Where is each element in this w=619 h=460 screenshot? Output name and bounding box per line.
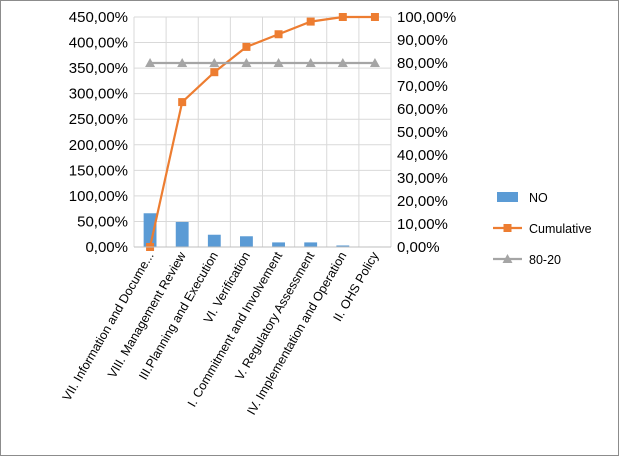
y-right-tick-label: 60,00% [397, 101, 448, 118]
point-80-20 [209, 58, 220, 67]
point-80-20 [145, 58, 156, 67]
point-80-20 [305, 58, 316, 67]
grid-lines [133, 16, 392, 248]
legend-swatch-no [497, 192, 518, 202]
y-left-tick-label: 250,00% [69, 111, 128, 128]
point-cumulative [274, 30, 283, 39]
y-right-tick-label: 0,00% [397, 239, 440, 256]
y-left-tick-label: 200,00% [69, 137, 128, 154]
bar-no [272, 242, 285, 247]
legend-label-no: NO [529, 191, 548, 205]
legend: NO Cumulative 80-20 [493, 191, 592, 267]
y-right-tick-label: 10,00% [397, 216, 448, 233]
point-80-20 [369, 58, 380, 67]
bar-no [207, 234, 221, 247]
y-right-tick-label: 50,00% [397, 124, 448, 141]
legend-label-cumulative: Cumulative [529, 222, 592, 236]
point-cumulative [210, 68, 219, 77]
legend-marker-80-20 [502, 254, 513, 263]
point-cumulative [242, 42, 251, 51]
point-cumulative [306, 17, 315, 26]
y-right-tick-label: 80,00% [397, 55, 448, 72]
axes: 0,00% 50,00% 100,00% 150,00% 200,00% 250,00% 3… [60, 9, 456, 417]
bar-no [143, 213, 157, 247]
y-left-tick-label: 50,00% [77, 213, 128, 230]
y-right-tick-label: 70,00% [397, 78, 448, 95]
point-80-20 [337, 58, 348, 67]
y-left-tick-label: 450,00% [69, 9, 128, 26]
y-left-tick-label: 100,00% [69, 188, 128, 205]
bar-no [304, 242, 318, 247]
legend-label-80-20: 80-20 [529, 253, 561, 267]
line-cumulative [148, 15, 375, 248]
bar-no [175, 221, 189, 247]
point-cumulative [370, 13, 379, 21]
bar-series [143, 213, 382, 247]
y-right-tick-label: 40,00% [397, 147, 448, 164]
y-right-tick-label: 100,00% [397, 9, 456, 26]
y-left-tick-label: 400,00% [69, 35, 128, 52]
y-right-tick-label: 30,00% [397, 170, 448, 187]
y-right-tick-label: 90,00% [397, 32, 448, 49]
point-80-20 [177, 58, 188, 67]
bar-no [240, 236, 253, 247]
point-cumulative [178, 98, 187, 107]
point-cumulative [338, 13, 347, 21]
y-left-tick-label: 350,00% [69, 60, 128, 77]
y-left-tick-label: 300,00% [69, 86, 128, 103]
point-80-20 [241, 58, 252, 67]
y-right-tick-label: 20,00% [397, 193, 448, 210]
y-left-tick-label: 150,00% [69, 162, 128, 179]
bar-no [336, 245, 350, 247]
point-80-20 [273, 58, 284, 67]
legend-marker-cumulative [503, 224, 512, 232]
y-left-tick-label: 0,00% [85, 239, 128, 256]
